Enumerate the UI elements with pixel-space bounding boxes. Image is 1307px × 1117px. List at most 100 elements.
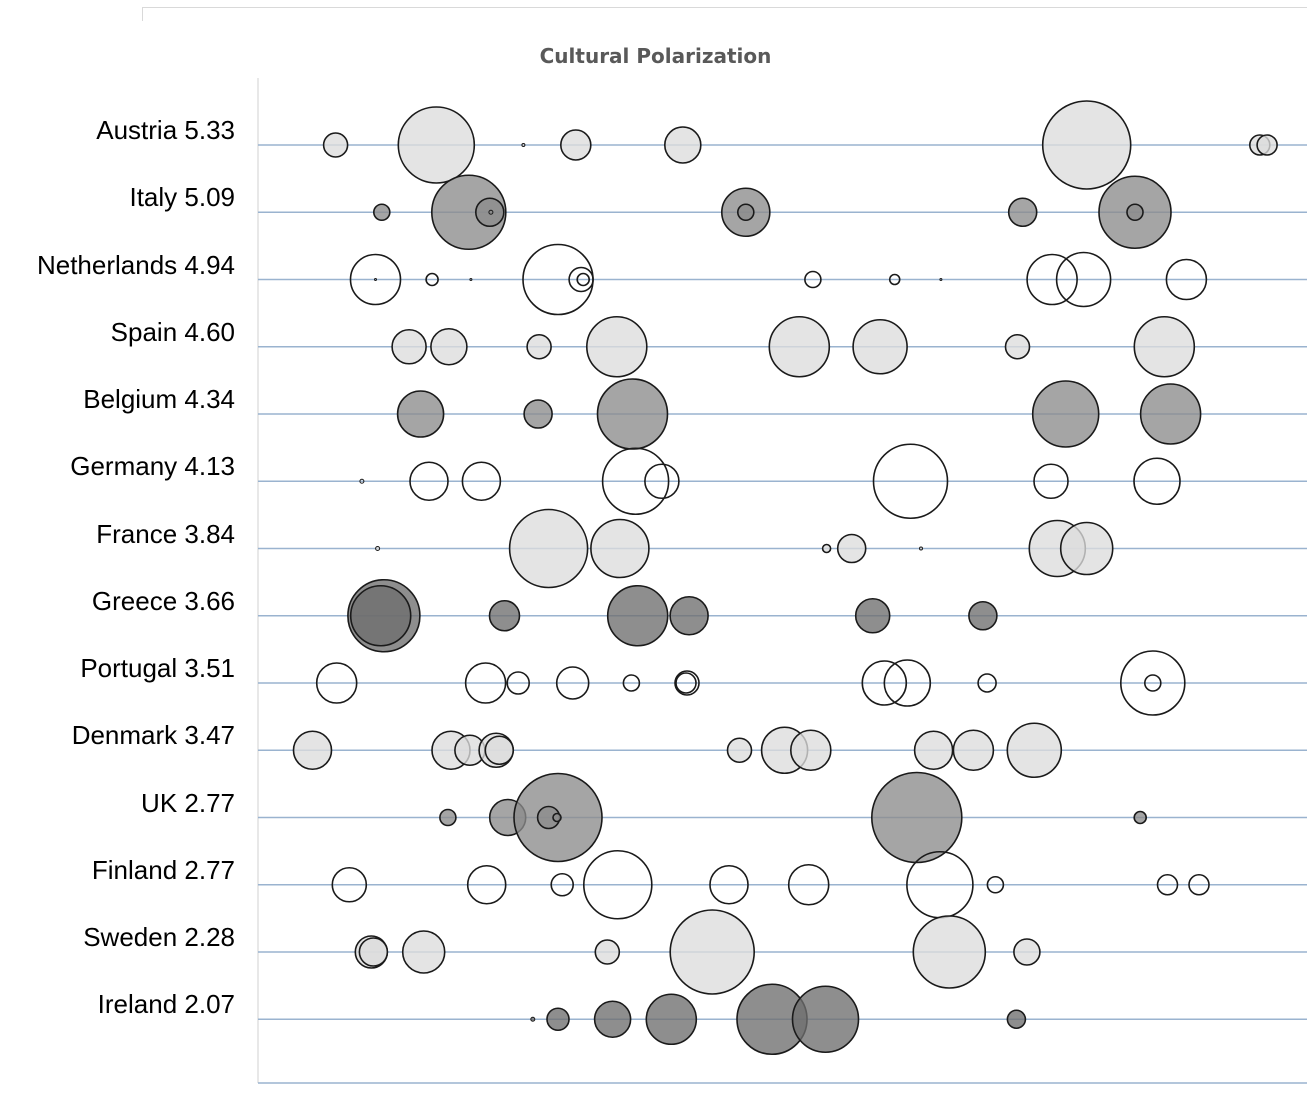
bubble-spain xyxy=(1133,315,1196,378)
bubble-netherlands xyxy=(568,266,594,293)
row-label: Spain 4.60 xyxy=(110,316,235,347)
bubble-denmark xyxy=(952,729,995,772)
bubble-italy xyxy=(488,209,494,215)
bubble-ireland xyxy=(1006,1009,1027,1030)
row-label: Ireland 2.07 xyxy=(97,989,235,1020)
bubble-germany xyxy=(644,463,680,500)
bubble-germany xyxy=(601,447,670,516)
bubble-greece xyxy=(854,597,891,634)
bubble-sweden xyxy=(401,930,446,974)
bubble-ireland xyxy=(530,1016,536,1022)
bubble-austria xyxy=(1041,100,1132,190)
bubble-portugal xyxy=(675,672,697,694)
bubble-portugal xyxy=(464,662,507,704)
bubble-italy xyxy=(736,203,755,222)
bubble-austria xyxy=(663,126,702,164)
bubble-finland xyxy=(582,849,653,920)
bubble-spain xyxy=(430,327,468,366)
bubble-belgium xyxy=(1031,380,1100,448)
bubble-germany xyxy=(1033,463,1069,500)
bubble-uk xyxy=(439,808,457,827)
bubble-netherlands xyxy=(1055,251,1112,308)
bubble-france xyxy=(508,508,589,589)
bubble-austria xyxy=(322,132,349,158)
bubble-finland xyxy=(331,866,368,903)
bubble-denmark xyxy=(913,730,954,771)
bubble-austria xyxy=(559,129,592,161)
bubble-portugal xyxy=(315,662,358,704)
bubble-netherlands xyxy=(469,278,473,281)
bubble-portugal xyxy=(674,670,700,696)
bubble-netherlands xyxy=(804,270,822,289)
row-label: Finland 2.77 xyxy=(91,854,235,885)
bubble-portugal xyxy=(622,674,641,692)
bubble-italy xyxy=(430,174,507,251)
bubble-portugal xyxy=(1144,674,1162,692)
bubble-uk xyxy=(1133,810,1147,825)
bubble-portugal xyxy=(883,659,932,707)
bubble-finland xyxy=(1188,873,1210,896)
bubble-ireland xyxy=(791,985,860,1054)
bubble-portugal xyxy=(977,673,997,693)
bubble-spain xyxy=(526,333,552,360)
bubble-sweden xyxy=(594,939,621,965)
bubble-spain xyxy=(852,318,908,375)
bubble-germany xyxy=(1133,457,1181,506)
bubble-italy xyxy=(372,203,391,222)
bubble-greece xyxy=(968,600,998,631)
bubble-uk xyxy=(552,812,562,823)
bubble-belgium xyxy=(596,378,669,450)
bubble-finland xyxy=(550,872,575,897)
bubble-netherlands xyxy=(349,253,402,306)
bubble-greece xyxy=(606,584,669,647)
bubble-spain xyxy=(391,328,427,365)
bubble-greece xyxy=(669,595,709,636)
bubble-netherlands xyxy=(425,272,439,287)
bubble-spain xyxy=(585,315,648,378)
chart-title: Cultural Polarization xyxy=(0,44,1307,68)
bubble-netherlands xyxy=(1165,258,1208,301)
row-label: Germany 4.13 xyxy=(70,451,235,482)
bubble-france xyxy=(919,546,923,551)
bubble-netherlands xyxy=(1026,253,1078,306)
bubble-portugal xyxy=(861,660,908,706)
row-label: Italy 5.09 xyxy=(129,182,235,213)
bubble-greece xyxy=(349,584,412,647)
bubble-finland xyxy=(709,864,749,905)
bubble-ireland xyxy=(593,1000,632,1039)
bubble-portugal xyxy=(555,666,590,700)
bubble-belgium xyxy=(523,399,553,429)
bubble-spain xyxy=(768,315,831,378)
bubble-greece xyxy=(488,599,521,632)
bubble-france xyxy=(821,543,832,554)
bubble-portugal xyxy=(506,671,531,695)
bubble-netherlands xyxy=(576,272,591,287)
bubble-italy xyxy=(1007,197,1038,228)
bubble-sweden xyxy=(669,909,756,995)
bubble-netherlands xyxy=(939,278,943,281)
bubble-france xyxy=(836,533,867,564)
chart-frame-left xyxy=(142,7,143,21)
bubble-france xyxy=(590,518,650,579)
bubble-sweden xyxy=(912,915,987,989)
bubble-finland xyxy=(787,863,830,906)
bubble-austria xyxy=(1256,134,1278,156)
row-label: UK 2.77 xyxy=(141,787,235,818)
bubble-germany xyxy=(409,461,449,502)
bubble-belgium xyxy=(1139,383,1202,445)
bubble-finland xyxy=(986,875,1005,894)
bubble-sweden xyxy=(1013,938,1041,966)
row-label: Portugal 3.51 xyxy=(80,653,235,683)
row-label: France 3.84 xyxy=(96,518,235,549)
bubble-denmark xyxy=(1006,722,1063,779)
bubble-germany xyxy=(872,443,949,520)
bubble-denmark xyxy=(726,737,753,764)
bubble-ireland xyxy=(645,993,698,1046)
bubble-france xyxy=(1059,521,1114,576)
bubble-denmark xyxy=(789,729,832,772)
bubble-italy xyxy=(1126,203,1144,222)
chart-title-text: Cultural Polarization xyxy=(539,44,772,68)
bubble-austria xyxy=(521,143,526,147)
row-label: Belgium 4.34 xyxy=(83,384,235,414)
